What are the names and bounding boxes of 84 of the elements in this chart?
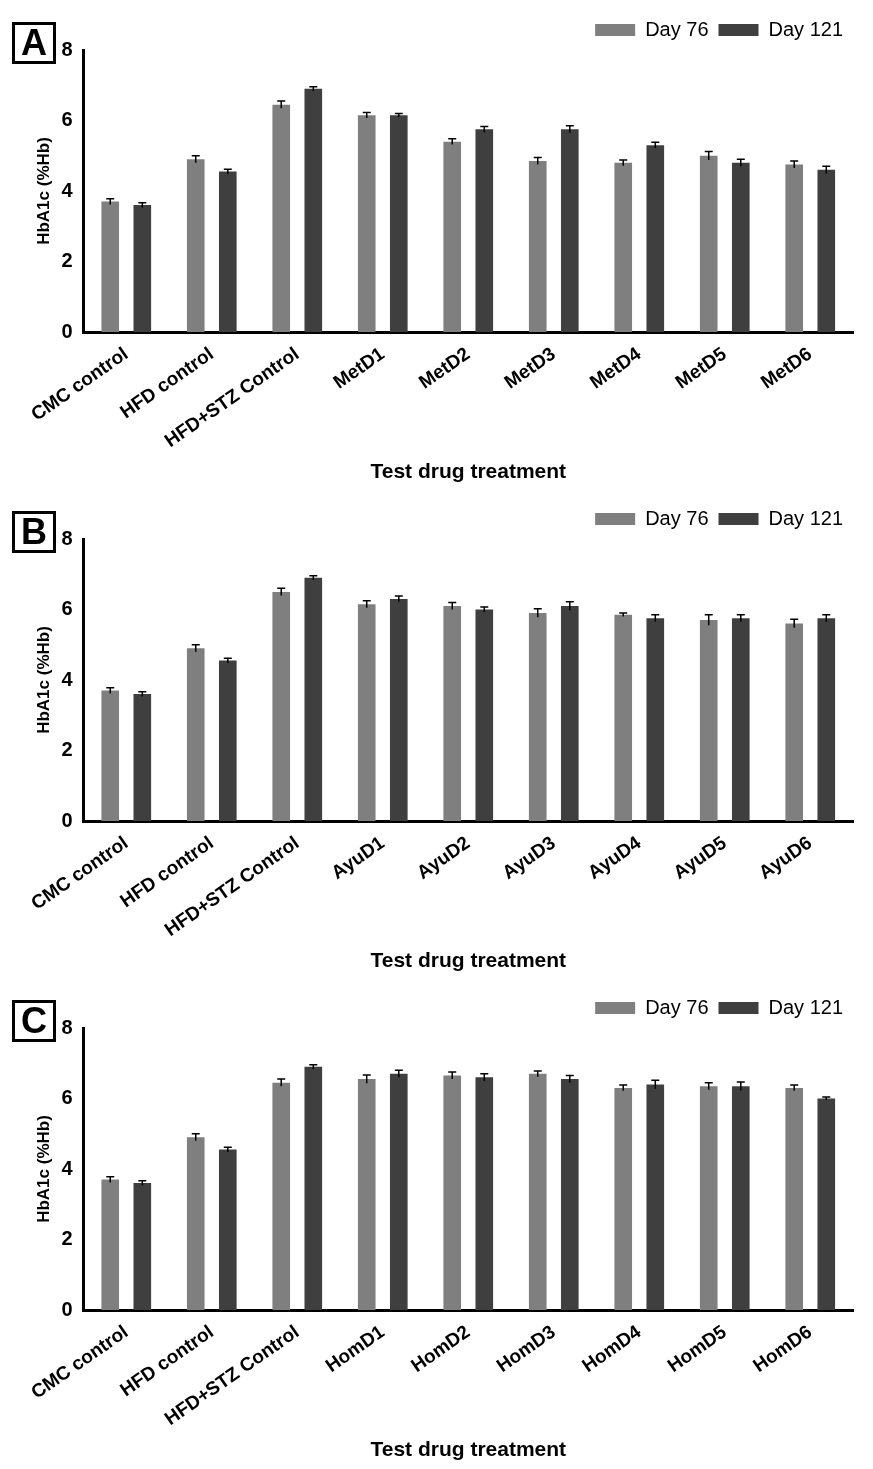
- bar: [614, 162, 633, 333]
- bar: [560, 129, 579, 333]
- bar: [272, 1082, 291, 1311]
- bar: [218, 660, 237, 822]
- bar: [646, 1084, 665, 1311]
- bar: [614, 1087, 633, 1311]
- bar: [304, 1066, 323, 1311]
- bar: [443, 1075, 462, 1311]
- bar: [817, 169, 836, 333]
- bar: [731, 618, 750, 822]
- bar: [785, 164, 804, 333]
- bar: [101, 690, 120, 822]
- legend-label: Day 76: [645, 506, 709, 529]
- y-tick-label: 8: [61, 526, 73, 549]
- bar: [560, 1079, 579, 1311]
- bar: [528, 1073, 547, 1311]
- bar: [133, 205, 152, 333]
- x-axis-title: Test drug treatment: [370, 948, 567, 972]
- legend-label: Day 76: [645, 17, 709, 40]
- bar: [443, 605, 462, 822]
- bar: [443, 141, 462, 333]
- bar: [475, 609, 494, 822]
- x-axis-title: Test drug treatment: [370, 1437, 567, 1461]
- bar: [646, 145, 665, 333]
- legend-label: Day 121: [768, 995, 844, 1018]
- y-tick-label: 2: [61, 738, 73, 761]
- bar: [699, 1086, 718, 1311]
- bar: [101, 201, 120, 333]
- y-tick-label: 4: [61, 178, 74, 201]
- bar: [389, 598, 408, 822]
- bar: [272, 104, 291, 333]
- bar: [785, 1087, 804, 1311]
- bar: [560, 605, 579, 822]
- bar: [646, 618, 665, 822]
- x-axis-title: Test drug treatment: [370, 459, 567, 483]
- bar: [731, 1086, 750, 1311]
- bar: [186, 648, 205, 822]
- bar: [699, 620, 718, 822]
- y-tick-label: 0: [61, 808, 73, 831]
- y-tick-label: 4: [61, 1156, 74, 1179]
- y-tick-label: 6: [61, 597, 73, 620]
- bar: [218, 1149, 237, 1311]
- bar: [475, 129, 494, 333]
- bar: [389, 1073, 408, 1311]
- bar: [699, 155, 718, 333]
- y-tick-label: 6: [61, 108, 73, 131]
- y-axis-title: HbA1c (%Hb): [33, 137, 53, 245]
- legend-label: Day 76: [645, 995, 709, 1018]
- bar: [133, 694, 152, 822]
- bar: [357, 115, 376, 333]
- bar: [817, 1098, 836, 1311]
- bar: [304, 577, 323, 822]
- bar: [357, 604, 376, 822]
- y-tick-label: 6: [61, 1086, 73, 1109]
- bar: [218, 171, 237, 333]
- chart-title: C: [12, 1000, 56, 1042]
- bar: [475, 1077, 494, 1311]
- bar: [304, 88, 323, 333]
- y-tick-label: 0: [61, 1297, 73, 1320]
- y-tick-label: 2: [61, 1227, 73, 1250]
- y-tick-label: 8: [61, 1015, 73, 1038]
- bar: [272, 591, 291, 822]
- chart-title: A: [12, 22, 56, 64]
- y-tick-label: 0: [61, 319, 73, 342]
- bar: [186, 1137, 205, 1311]
- legend-label: Day 121: [768, 506, 844, 529]
- bar: [186, 159, 205, 333]
- bar: [817, 618, 836, 822]
- y-tick-label: 4: [61, 667, 74, 690]
- legend-label: Day 121: [768, 17, 844, 40]
- bar: [528, 613, 547, 822]
- y-axis-title: HbA1c (%Hb): [33, 1115, 53, 1223]
- bar: [133, 1183, 152, 1311]
- y-axis-title: HbA1c (%Hb): [33, 626, 53, 734]
- chart-title: B: [12, 511, 56, 553]
- bar: [785, 623, 804, 822]
- bar: [101, 1179, 120, 1311]
- y-tick-label: 2: [61, 249, 73, 272]
- bar: [389, 115, 408, 333]
- y-tick-label: 8: [61, 37, 73, 60]
- bar: [528, 161, 547, 333]
- bar: [614, 614, 633, 822]
- bar: [731, 162, 750, 333]
- bar: [357, 1079, 376, 1311]
